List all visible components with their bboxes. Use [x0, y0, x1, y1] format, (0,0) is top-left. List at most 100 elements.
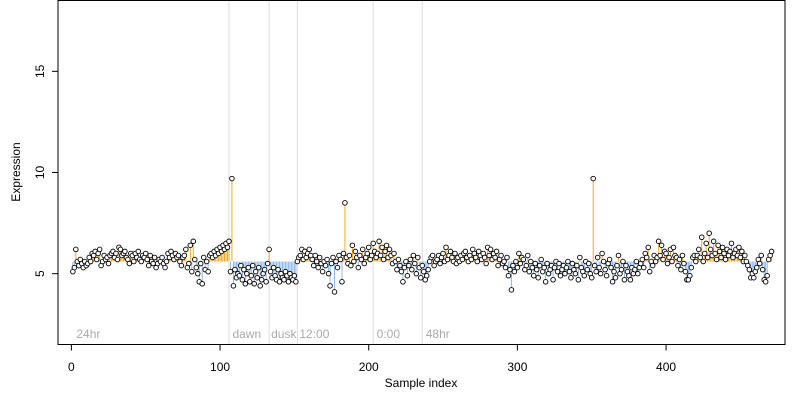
- group-label: dawn: [232, 327, 261, 341]
- data-point: [239, 276, 246, 283]
- data-point: [224, 244, 231, 251]
- data-point: [565, 258, 571, 265]
- data-point: [700, 258, 706, 265]
- data-point: [556, 260, 562, 267]
- data-point: [698, 234, 705, 241]
- data-point: [358, 256, 365, 263]
- data-point: [528, 258, 534, 265]
- data-point: [242, 281, 249, 287]
- data-point: [193, 264, 200, 271]
- x-tick-label: 0: [68, 360, 75, 374]
- data-point: [693, 258, 699, 265]
- data-point: [248, 272, 255, 279]
- data-point: [498, 252, 504, 259]
- data-point: [325, 270, 332, 277]
- data-point: [73, 246, 79, 253]
- data-point: [232, 266, 238, 273]
- data-point: [275, 266, 281, 273]
- data-point: [501, 258, 507, 265]
- data-point: [635, 270, 641, 277]
- data-point: [229, 175, 235, 182]
- data-point: [380, 256, 387, 263]
- data-point: [413, 270, 420, 277]
- data-point: [751, 274, 757, 281]
- data-point: [349, 242, 356, 249]
- data-point: [266, 246, 272, 253]
- data-point: [572, 270, 579, 277]
- data-point: [551, 264, 558, 271]
- y-tick-label: 15: [33, 64, 47, 78]
- data-point: [492, 254, 498, 261]
- data-point: [264, 260, 271, 267]
- group-label: 0:00: [377, 327, 401, 341]
- data-point: [306, 246, 313, 253]
- data-point: [712, 250, 718, 257]
- data-point: [704, 254, 711, 261]
- data-point: [563, 264, 570, 271]
- data-point: [742, 252, 748, 259]
- data-point: [316, 254, 323, 261]
- data-point: [342, 200, 348, 206]
- data-point: [285, 279, 292, 285]
- data-point: [536, 262, 543, 269]
- data-point: [474, 258, 481, 265]
- data-point: [593, 268, 599, 275]
- data-point: [309, 256, 315, 263]
- data-point: [151, 254, 158, 261]
- data-point: [669, 258, 675, 265]
- data-point: [395, 256, 402, 263]
- data-point: [756, 260, 763, 267]
- data-point: [360, 246, 366, 253]
- data-point: [254, 274, 260, 281]
- data-point: [443, 244, 449, 251]
- data-point: [327, 283, 333, 289]
- data-point: [526, 268, 533, 275]
- data-point: [142, 250, 149, 257]
- group-label: 48hr: [426, 327, 450, 341]
- data-point: [145, 262, 152, 269]
- data-point: [596, 264, 602, 271]
- points-layer: [70, 175, 775, 295]
- data-point: [377, 252, 384, 259]
- data-point: [517, 260, 524, 267]
- data-point: [505, 272, 512, 279]
- data-point: [114, 256, 121, 263]
- y-axis-title: Expression: [9, 142, 23, 201]
- data-point: [340, 250, 347, 257]
- data-point: [452, 250, 458, 257]
- data-point: [205, 268, 211, 275]
- data-point: [762, 279, 769, 285]
- data-point: [627, 276, 634, 283]
- data-point: [364, 250, 370, 257]
- data-point: [487, 246, 494, 253]
- data-point: [544, 260, 550, 267]
- data-point: [633, 258, 640, 265]
- data-point: [697, 254, 704, 261]
- data-point: [632, 266, 638, 273]
- data-point: [415, 254, 421, 261]
- data-point: [707, 246, 714, 253]
- data-point: [511, 268, 518, 275]
- data-point: [591, 262, 598, 269]
- data-point: [639, 256, 646, 263]
- data-point: [688, 264, 695, 271]
- data-point: [255, 264, 262, 271]
- data-point: [181, 252, 188, 259]
- data-point: [646, 268, 653, 275]
- data-point: [660, 256, 666, 263]
- data-point: [645, 244, 651, 251]
- data-point: [312, 252, 318, 259]
- data-point: [138, 258, 145, 265]
- data-point: [263, 279, 269, 285]
- x-tick-label: 300: [507, 360, 527, 374]
- data-point: [319, 268, 326, 275]
- data-point: [192, 256, 198, 263]
- data-point: [574, 262, 580, 269]
- y-tick-label: 5: [33, 270, 47, 277]
- data-point: [615, 252, 622, 259]
- data-point: [611, 268, 617, 275]
- data-point: [609, 279, 616, 285]
- data-point: [608, 264, 614, 271]
- data-point: [331, 289, 338, 295]
